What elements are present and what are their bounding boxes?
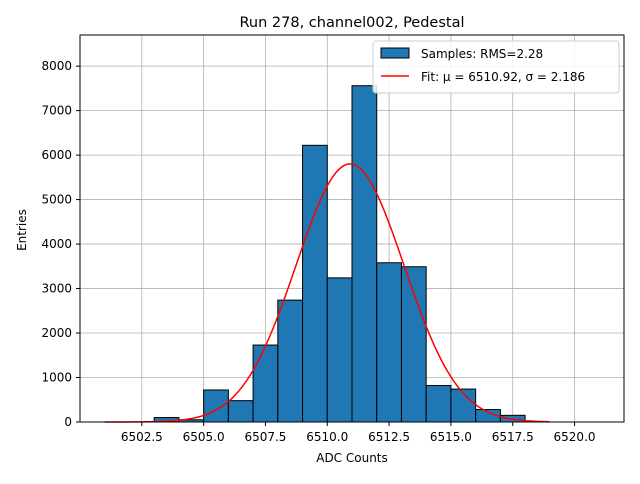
histogram-bars	[153, 85, 526, 423]
legend: Samples: RMS=2.28 Fit: μ = 6510.92, σ = …	[372, 40, 620, 94]
x-axis-ticks: 6502.5 6505.0 6507.5 6510.0 6512.5 6515.0 6517…	[121, 422, 596, 444]
y-tick-label: 8000	[41, 59, 72, 73]
legend-samples-label: Samples: RMS=2.28	[421, 47, 543, 61]
x-tick-label: 6520.0	[554, 430, 596, 444]
histogram-bar	[376, 262, 402, 423]
y-tick-label: 6000	[41, 148, 72, 162]
legend-fit-label: Fit: μ = 6510.92, σ = 2.186	[421, 70, 585, 84]
histogram-bar	[227, 400, 254, 423]
histogram-bar	[400, 266, 427, 423]
legend-samples-swatch	[380, 47, 410, 59]
x-tick-label: 6507.5	[244, 430, 286, 444]
histogram-bar	[425, 385, 452, 423]
histogram-bar	[277, 299, 304, 423]
plot-frame	[79, 34, 625, 423]
y-tick-label: 1000	[41, 371, 72, 385]
y-tick-label: 5000	[41, 193, 72, 207]
x-axis-label: ADC Counts	[316, 451, 388, 465]
y-axis-label: Entries	[15, 209, 29, 251]
chart-title: Run 278, channel002, Pedestal	[239, 15, 464, 31]
y-tick-label: 7000	[41, 104, 72, 118]
x-tick-label: 6512.5	[368, 430, 410, 444]
x-tick-label: 6517.5	[492, 430, 534, 444]
y-tick-label: 4000	[41, 237, 72, 251]
histogram-bar	[351, 85, 378, 423]
y-tick-label: 2000	[41, 326, 72, 340]
histogram-bar	[326, 277, 353, 423]
x-tick-label: 6515.0	[430, 430, 472, 444]
fit-curve-group	[104, 163, 550, 423]
x-tick-label: 6510.0	[306, 430, 348, 444]
x-tick-label: 6502.5	[121, 430, 163, 444]
y-tick-label: 0	[64, 415, 72, 429]
histogram-bar	[203, 389, 229, 423]
y-axis-ticks: 0 1000 2000 3000 4000 5000 6000 7000 8000	[41, 59, 80, 429]
y-tick-label: 3000	[41, 282, 72, 296]
legend-box	[372, 40, 620, 94]
histogram-bar	[252, 344, 279, 423]
x-tick-label: 6505.0	[183, 430, 225, 444]
gaussian-fit-curve	[104, 163, 550, 423]
histogram-bar	[302, 144, 328, 423]
